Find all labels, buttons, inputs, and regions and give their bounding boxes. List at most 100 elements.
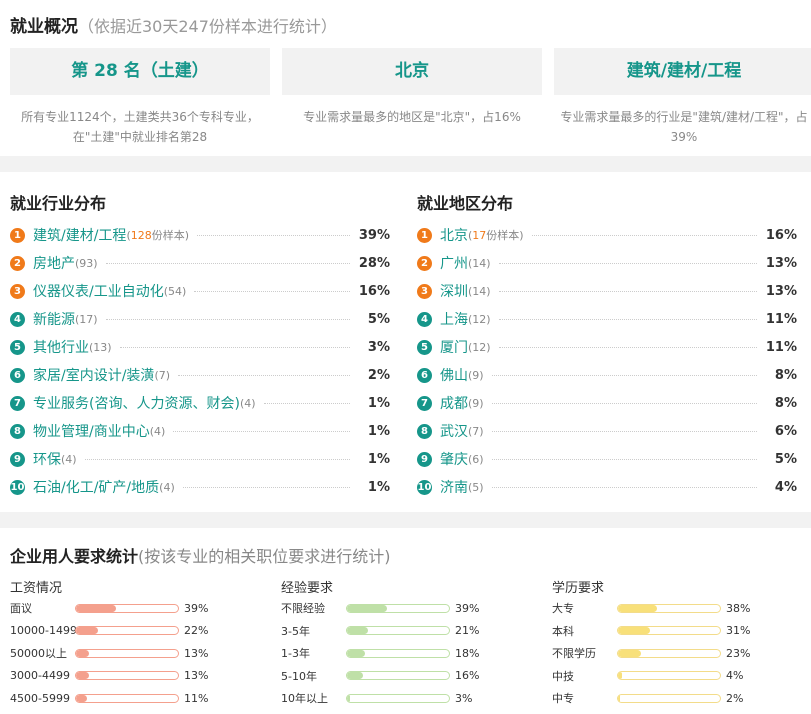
requirement-column-title: 学历要求 (552, 581, 605, 596)
progress-fill (618, 672, 623, 680)
region-name-link[interactable]: 上海 (440, 312, 468, 328)
region-name-link[interactable]: 广州 (440, 256, 468, 272)
rank-badge: 4 (10, 311, 25, 327)
distribution-panel: 就业行业分布 1 建筑/建材/工程(128 份样本) 39% 2 房地产 (93) 28% 3 仪… (0, 172, 811, 512)
region-item: 3 深圳 (14) 13% (417, 277, 797, 305)
region-item: 8 武汉 (7) 6% (417, 417, 797, 445)
experience-column: 经验要求 不限经验 39% 3-5年 21% 1-3年 18% 5-10年 16% 10年以上 3% (281, 577, 531, 710)
industry-name-link[interactable]: 建筑/建材/工程 (33, 228, 127, 244)
requirement-label: 不限学历 (552, 647, 596, 661)
industry-name-link[interactable]: 家居/室内设计/装潢 (33, 368, 155, 384)
dotted-leader (498, 346, 757, 348)
rank-badge: 2 (417, 255, 432, 271)
industry-item: 7 专业服务(咨询、人力资源、财会) (4) 1% (10, 389, 390, 417)
rank-badge: 9 (417, 451, 432, 467)
sample-count: (4) (159, 480, 175, 494)
dotted-leader (491, 430, 757, 432)
requirement-row: 本科 31% (552, 620, 802, 643)
sample-count: (12) (468, 312, 491, 326)
sample-paren-open: ( (126, 228, 131, 242)
industry-item: 9 环保 (4) 1% (10, 445, 390, 473)
requirement-percent: 11% (184, 691, 209, 705)
rank-badge: 5 (417, 339, 432, 355)
industry-item: 10 石油/化工/矿产/地质 (4) 1% (10, 473, 390, 501)
progress-fill (347, 604, 387, 612)
rank-badge: 1 (417, 227, 432, 243)
dotted-leader (498, 262, 757, 264)
sample-count: (14) (468, 284, 491, 298)
requirement-label: 中技 (552, 669, 574, 683)
requirement-percent: 13% (184, 646, 209, 660)
industry-name-link[interactable]: 房地产 (33, 256, 75, 272)
requirement-row: 1-3年 18% (281, 642, 531, 665)
requirement-percent: 2% (726, 691, 744, 705)
industry-title: 就业行业分布 (10, 194, 107, 213)
rank-badge: 4 (417, 311, 432, 327)
region-name-link[interactable]: 北京 (440, 228, 468, 244)
region-name-link[interactable]: 肇庆 (440, 452, 468, 468)
progress-bar (75, 648, 179, 658)
requirement-row: 面议 39% (10, 597, 260, 620)
rank-badge: 9 (10, 451, 25, 467)
requirement-percent: 22% (184, 624, 209, 638)
industry-name-link[interactable]: 环保 (33, 452, 61, 468)
industry-list: 1 建筑/建材/工程(128 份样本) 39% 2 房地产 (93) 28% 3 仪器仪表/工业自… (10, 221, 390, 501)
industry-name-link[interactable]: 物业管理/商业中心 (33, 424, 150, 440)
region-percent: 8% (774, 367, 797, 383)
overview-title: 就业概况（依据近30天247份样本进行统计） (10, 12, 337, 37)
requirement-row: 5-10年 16% (281, 665, 531, 688)
rank-card-heading: 第 28 名（土建） (10, 48, 270, 95)
overview-title-text: 就业概况 (10, 17, 78, 37)
requirement-row: 中专 2% (552, 687, 802, 710)
region-percent: 6% (774, 423, 797, 439)
region-name-link[interactable]: 武汉 (440, 424, 468, 440)
rank-badge: 10 (10, 479, 25, 495)
sample-count: (12) (468, 340, 491, 354)
requirement-label: 50000以上 (10, 647, 67, 661)
industry-name-link[interactable]: 专业服务(咨询、人力资源、财会) (33, 396, 240, 412)
dotted-leader (178, 374, 350, 376)
requirement-percent: 4% (726, 669, 744, 683)
rank-badge: 6 (417, 367, 432, 383)
region-list: 1 北京(17 份样本) 16% 2 广州 (14) 13% 3 深圳 (14) 13% 4 上海 (12)… (417, 221, 797, 501)
rank-badge: 1 (10, 227, 25, 243)
industry-name-link[interactable]: 石油/化工/矿产/地质 (33, 480, 160, 496)
rank-badge: 2 (10, 255, 25, 271)
requirement-label: 10000-14999 (10, 624, 84, 638)
industry-name-link[interactable]: 新能源 (33, 312, 75, 328)
progress-bar (346, 626, 450, 636)
dotted-leader (182, 486, 350, 488)
sample-count: (9) (468, 368, 484, 382)
dotted-leader (491, 374, 757, 376)
industry-percent: 3% (367, 339, 390, 355)
dotted-leader (105, 262, 350, 264)
progress-fill (618, 604, 657, 612)
requirement-label: 3000-4499 (10, 669, 70, 683)
requirement-label: 5-10年 (281, 669, 317, 683)
rank-badge: 3 (10, 283, 25, 299)
industry-card-desc: 专业需求量最多的行业是"建筑/建材/工程"，占39% (560, 110, 808, 144)
requirement-percent: 18% (455, 646, 480, 660)
region-name-link[interactable]: 厦门 (440, 340, 468, 356)
requirement-percent: 21% (455, 624, 480, 638)
region-name-link[interactable]: 济南 (440, 480, 468, 496)
sample-count: (9) (468, 396, 484, 410)
industry-name-link[interactable]: 其他行业 (33, 340, 89, 356)
industry-percent: 1% (367, 423, 390, 439)
region-name-link[interactable]: 佛山 (440, 368, 468, 384)
requirement-row: 10000-14999 22% (10, 620, 260, 643)
industry-item: 3 仪器仪表/工业自动化 (54) 16% (10, 277, 390, 305)
requirement-row: 3000-4499 13% (10, 665, 260, 688)
industry-percent: 2% (367, 367, 390, 383)
region-percent: 11% (765, 311, 797, 327)
overview-subtitle: （依据近30天247份样本进行统计） (78, 17, 337, 36)
region-name-link[interactable]: 深圳 (440, 284, 468, 300)
industry-percent: 39% (358, 227, 390, 243)
region-name-link[interactable]: 成都 (440, 396, 468, 412)
requirement-percent: 38% (726, 601, 751, 615)
progress-bar (75, 693, 179, 703)
industry-name-link[interactable]: 仪器仪表/工业自动化 (33, 284, 164, 300)
industry-item: 8 物业管理/商业中心 (4) 1% (10, 417, 390, 445)
dotted-leader (119, 346, 350, 348)
requirement-row: 10年以上 3% (281, 687, 531, 710)
